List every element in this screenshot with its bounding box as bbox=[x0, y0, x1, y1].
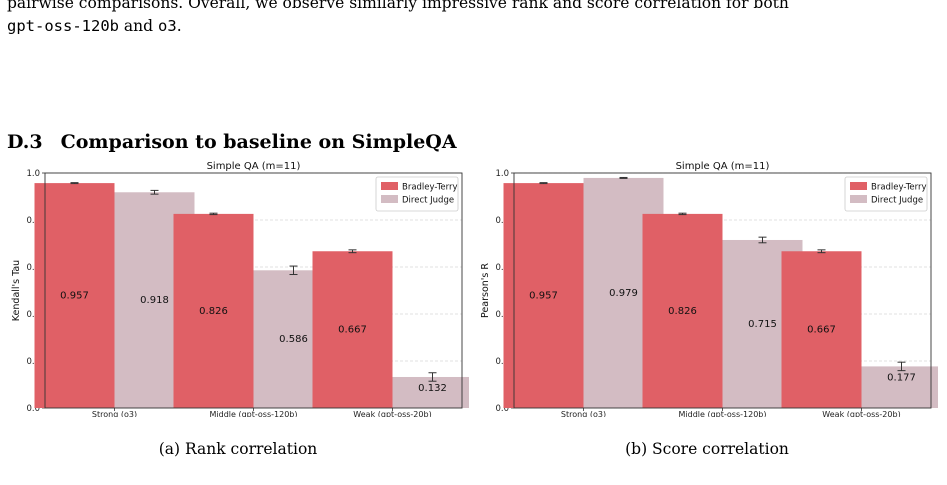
data-label: 0.957 bbox=[529, 291, 558, 302]
body-paragraph: pairwise comparisons. Overall, we observ… bbox=[7, 0, 942, 38]
y-tick-label: 0.8 bbox=[495, 216, 509, 226]
section-heading: D.3 Comparison to baseline on SimpleQA bbox=[7, 131, 457, 153]
model-name-b: o3 bbox=[158, 17, 177, 35]
y-tick-label: 0.6 bbox=[495, 263, 509, 273]
bar bbox=[312, 251, 393, 408]
data-label: 0.826 bbox=[199, 306, 228, 317]
chart-title: Simple QA (m=11) bbox=[676, 161, 770, 172]
y-tick-label: 0.4 bbox=[26, 310, 40, 320]
data-label: 0.918 bbox=[140, 295, 169, 306]
axes-frame bbox=[44, 172, 463, 409]
period-text: . bbox=[176, 17, 182, 35]
x-tick-label: Middle (gpt-oss-120b) bbox=[678, 410, 766, 417]
data-label: 0.667 bbox=[807, 325, 836, 336]
chart-rank-correlation: 0.0 0.2 0.4 0.6 0.8 1.0 0.957 0.918 Strong (o3) 0… bbox=[11, 161, 473, 419]
y-tick-label: 1.0 bbox=[495, 169, 509, 179]
y-tick-label: 0.6 bbox=[26, 263, 40, 273]
data-label: 0.177 bbox=[887, 372, 916, 383]
caption-a: (a) Rank correlation bbox=[158, 440, 318, 458]
figure-score-correlation: 0.0 0.2 0.4 0.6 0.8 1.0 0.957 0.979 Strong (o3) 0… bbox=[476, 155, 942, 422]
chart-title: Simple QA (m=11) bbox=[207, 161, 301, 172]
y-tick-label: 0.0 bbox=[26, 404, 40, 414]
model-name-a: gpt-oss-120b bbox=[7, 17, 119, 35]
x-tick-label: Middle (gpt-oss-120b) bbox=[209, 410, 297, 417]
legend-label: Direct Judge bbox=[402, 196, 454, 206]
chart-score-correlation: 0.0 0.2 0.4 0.6 0.8 1.0 0.957 0.979 Strong (o3) 0… bbox=[480, 161, 942, 419]
y-tick-label: 0.8 bbox=[26, 216, 40, 226]
legend-swatch bbox=[381, 195, 398, 203]
bar bbox=[392, 376, 473, 408]
y-tick-label: 0.0 bbox=[495, 404, 509, 414]
data-label: 0.957 bbox=[60, 291, 89, 302]
bar bbox=[642, 213, 723, 408]
x-tick-label: Weak (gpt-oss-20b) bbox=[353, 410, 431, 417]
bar bbox=[781, 251, 862, 408]
data-label: 0.715 bbox=[748, 319, 777, 330]
y-axis-label: Pearson's R bbox=[480, 263, 491, 318]
data-label: 0.826 bbox=[668, 306, 697, 317]
paragraph-text: pairwise comparisons. Overall, we observ… bbox=[7, 0, 789, 12]
x-tick-label: Strong (o3) bbox=[92, 410, 137, 417]
bar bbox=[861, 366, 942, 408]
legend-swatch bbox=[381, 182, 398, 190]
and-text: and bbox=[123, 17, 154, 35]
x-tick-label: Weak (gpt-oss-20b) bbox=[822, 410, 900, 417]
legend-label: Bradley-Terry bbox=[402, 183, 458, 193]
bar bbox=[503, 183, 584, 408]
bar bbox=[173, 213, 254, 408]
legend-swatch bbox=[850, 182, 867, 190]
legend-swatch bbox=[850, 195, 867, 203]
data-label: 0.667 bbox=[338, 325, 367, 336]
legend-label: Direct Judge bbox=[871, 196, 923, 206]
caption-b: (b) Score correlation bbox=[625, 440, 789, 458]
y-axis-label: Kendall's Tau bbox=[11, 260, 22, 321]
data-label: 0.132 bbox=[418, 383, 447, 394]
x-tick-label: Strong (o3) bbox=[561, 410, 606, 417]
bar bbox=[34, 183, 115, 408]
figure-rank-correlation: 0.0 0.2 0.4 0.6 0.8 1.0 0.957 0.918 Strong (o3) 0… bbox=[7, 155, 473, 422]
section-title: Comparison to baseline on SimpleQA bbox=[60, 131, 457, 153]
y-tick-label: 0.2 bbox=[495, 357, 509, 367]
y-tick-label: 0.2 bbox=[26, 357, 40, 367]
legend: Bradley-Terry Direct Judge bbox=[375, 176, 459, 212]
legend-label: Bradley-Terry bbox=[871, 183, 927, 193]
data-label: 0.586 bbox=[279, 334, 308, 345]
y-tick-label: 0.4 bbox=[495, 310, 509, 320]
legend: Bradley-Terry Direct Judge bbox=[844, 176, 928, 212]
section-number: D.3 bbox=[7, 131, 43, 153]
axes-frame bbox=[513, 172, 932, 409]
data-label: 0.979 bbox=[609, 288, 638, 299]
y-tick-label: 1.0 bbox=[26, 169, 40, 179]
